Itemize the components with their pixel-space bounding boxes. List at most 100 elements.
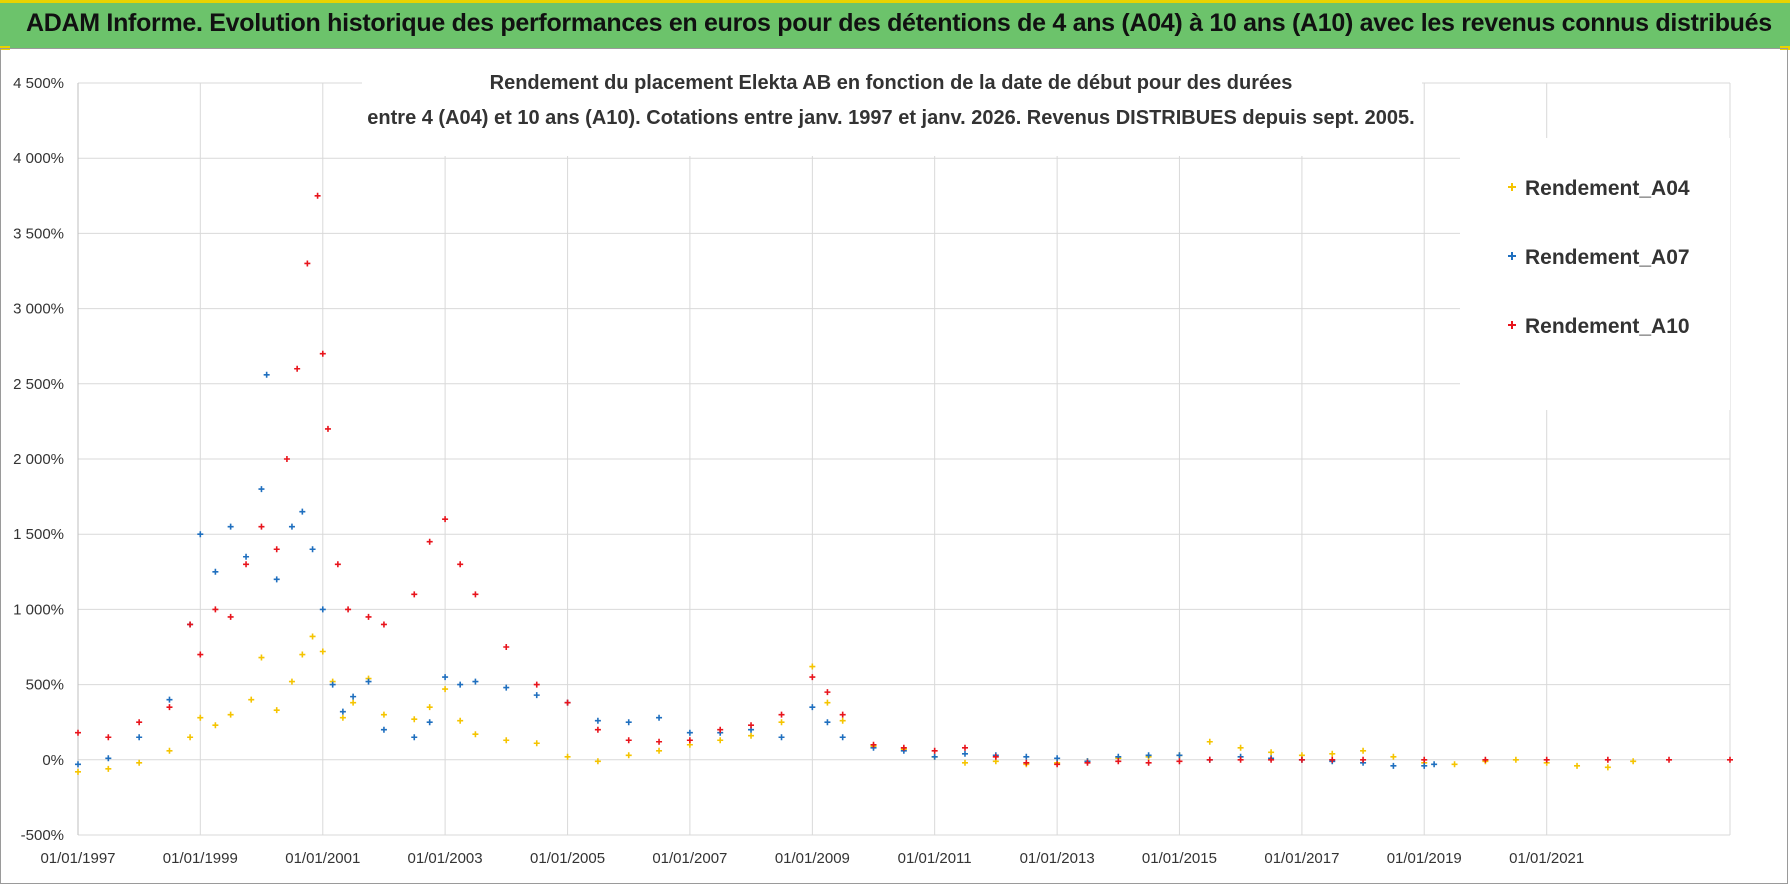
data-point [656,738,663,745]
data-point [243,561,250,568]
data-point [1421,762,1428,769]
data-point [1084,759,1091,766]
y-tick-label: 4 500% [13,75,64,92]
data-point [365,613,372,620]
data-point [166,704,173,711]
data-point [533,681,540,688]
data-point [187,621,194,628]
data-point [304,260,311,267]
data-point [187,734,194,741]
data-point [533,692,540,699]
data-point [748,732,755,739]
y-tick-label: 3 000% [13,301,64,318]
data-point [1390,762,1397,769]
data-point [426,704,433,711]
x-tick-label: 01/01/2019 [1387,850,1462,867]
x-tick-label: 01/01/2003 [408,850,483,867]
chart-canvas: -500% 0% 500% 1 000% 1 500% 2 000% 2 500% 3 000… [13,62,1733,867]
data-point [380,711,387,718]
legend-marker [1508,252,1516,260]
data-point [350,699,357,706]
data-point [1206,738,1213,745]
data-point [411,716,418,723]
y-tick-label: 1 500% [13,526,64,543]
data-point [625,737,632,744]
data-point [329,681,336,688]
data-point [75,729,81,736]
data-point [136,734,143,741]
data-point [105,765,112,772]
data-point [166,696,173,703]
legend-marker [1508,321,1516,329]
data-point [309,546,316,553]
data-point [1145,752,1152,759]
x-tick-label: 01/01/2001 [285,850,360,867]
data-point [809,674,816,681]
data-point [961,744,968,751]
data-point [1431,761,1438,768]
data-point [1023,759,1030,766]
data-point [1604,764,1611,771]
data-point [1023,753,1030,760]
chart-title-line-2: entre 4 (A04) et 10 ans (A10). Cotations… [367,107,1414,129]
data-point [197,651,204,658]
data-point [365,678,372,685]
data-point [686,729,693,736]
x-tick-label: 01/01/2015 [1142,850,1217,867]
x-tick-label: 01/01/1999 [163,850,238,867]
data-point [992,753,999,760]
data-point [75,761,81,768]
data-point [839,717,846,724]
x-tick-label: 01/01/2007 [652,850,727,867]
data-point [1630,758,1637,765]
data-point [426,538,433,545]
data-point [258,654,265,661]
data-point [1451,761,1458,768]
legend-label: Rendement_A10 [1525,315,1690,338]
data-point [319,648,326,655]
data-point [263,371,270,378]
data-point [324,425,331,432]
data-point [1054,761,1061,768]
data-point [533,740,540,747]
data-point [334,561,341,568]
data-point [931,753,938,760]
data-point [503,737,510,744]
data-point [1176,752,1183,759]
data-point [309,633,316,640]
data-point [1543,756,1550,763]
data-point [227,523,234,530]
data-point [380,726,387,733]
x-tick-label: 01/01/2013 [1020,850,1095,867]
data-point [105,755,112,762]
data-point [503,684,510,691]
data-point [809,663,816,670]
x-tick-label: 01/01/2005 [530,850,605,867]
data-point [824,699,831,706]
x-tick-label: 01/01/1997 [40,850,115,867]
data-point [411,591,418,598]
data-point [472,731,479,738]
data-point [380,621,387,628]
data-point [503,644,510,650]
data-point [594,717,601,724]
data-point [961,750,968,757]
series-Rendement_A07 [75,371,1438,769]
data-point [1145,759,1152,766]
data-point [457,681,464,688]
data-point [258,523,265,530]
legend-label: Rendement_A04 [1525,177,1690,200]
y-axis: -500% 0% 500% 1 000% 1 500% 2 000% 2 500% 3 000… [13,75,64,844]
data-point [136,719,143,726]
data-point [1268,749,1275,756]
data-point [243,553,250,560]
data-point [748,722,755,729]
legend-bg [1460,138,1730,410]
y-tick-label: 1 000% [13,601,64,618]
chart-title-line-1: Rendement du placement Elekta AB en fonc… [490,72,1293,94]
data-point [411,734,418,741]
data-point [442,686,449,693]
data-point [136,759,143,766]
y-tick-label: 0% [42,752,64,769]
data-point [900,744,907,751]
